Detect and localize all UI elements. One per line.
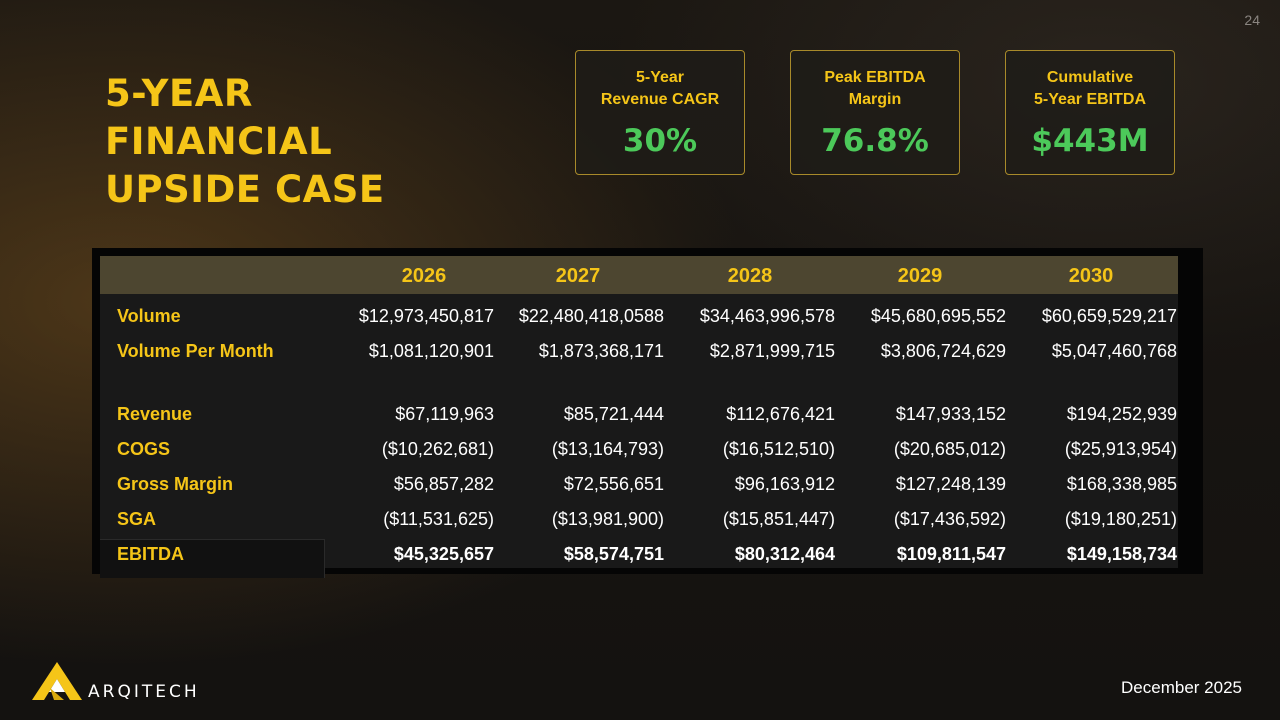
kpi-label-line: 5-Year EBITDA [1033, 91, 1147, 108]
table-row: COGS ($10,262,681) ($13,164,793) ($16,51… [100, 435, 1178, 465]
table-cell: $12,973,450,817 [358, 306, 494, 326]
title-line-3: UPSIDE CASE [105, 168, 385, 211]
table-row: Volume Per Month $1,081,120,901 $1,873,3… [100, 337, 1178, 367]
row-label: COGS [117, 439, 171, 459]
kpi-card-cumulative-ebitda: Cumulative 5-Year EBITDA $443M [1005, 50, 1175, 175]
table-cell: $149,158,734 [1066, 544, 1177, 564]
table-cell: $45,325,657 [393, 544, 494, 564]
table-cell: ($20,685,012) [893, 439, 1006, 459]
kpi-label-line: Revenue CAGR [600, 91, 720, 108]
table-cell: $56,857,282 [393, 474, 494, 494]
kpi-value: 76.8% [821, 123, 929, 159]
table-cell: ($13,981,900) [551, 509, 664, 529]
row-label: SGA [117, 509, 157, 529]
row-label: Gross Margin [117, 474, 234, 494]
kpi-label: Cumulative 5-Year EBITDA [1006, 67, 1174, 111]
table-cell: $67,119,963 [395, 404, 494, 424]
kpi-label-line: Margin [848, 91, 902, 108]
table-cell: ($11,531,625) [383, 509, 494, 529]
year-header: 2027 [555, 265, 601, 287]
kpi-label-line: 5-Year [635, 69, 685, 86]
table-cell: $1,873,368,171 [538, 341, 664, 361]
table-cell: ($13,164,793) [551, 439, 664, 459]
row-label: EBITDA [117, 544, 184, 564]
table-cell: ($15,851,447) [722, 509, 835, 529]
table-cell: $147,933,152 [895, 404, 1006, 424]
table-cell: $109,811,547 [896, 544, 1006, 564]
kpi-label-line: Peak EBITDA [824, 69, 926, 86]
table-cell: $45,680,695,552 [870, 306, 1006, 326]
year-header: 2029 [897, 265, 943, 287]
table-cell: $80,312,464 [734, 544, 835, 564]
table-header: 2026 2027 2028 2029 2030 [100, 256, 1178, 294]
table-cell: $34,463,996,578 [699, 306, 835, 326]
table-cell: ($17,436,592) [893, 509, 1006, 529]
table-cell: $3,806,724,629 [880, 341, 1006, 361]
row-label: Volume Per Month [117, 341, 274, 361]
kpi-card-revenue-cagr: 5-Year Revenue CAGR 30% [575, 50, 745, 175]
table-cell: $1,081,120,901 [368, 341, 494, 361]
table-cell: $60,659,529,217 [1041, 306, 1177, 326]
table-cell: $85,721,444 [563, 404, 664, 424]
table-row: Revenue $67,119,963 $85,721,444 $112,676… [100, 400, 1178, 430]
year-header: 2030 [1068, 265, 1114, 287]
page-number: 24 [1244, 12, 1260, 28]
presentation-date: December 2025 [1121, 678, 1242, 697]
kpi-label-line: Cumulative [1046, 69, 1134, 86]
table-cell: ($19,180,251) [1064, 509, 1177, 529]
ebitda-label-box [100, 539, 325, 578]
arqitech-logo-icon [32, 662, 82, 700]
table-row-total: EBITDA $45,325,657 $58,574,751 $80,312,4… [100, 540, 1178, 570]
table-row: Volume $12,973,450,817 $22,480,418,0588 … [100, 302, 1178, 332]
table-cell: ($10,262,681) [381, 439, 494, 459]
title-line-2: FINANCIAL [105, 120, 333, 163]
slide-title: 5-YEAR FINANCIAL UPSIDE CASE [105, 70, 525, 214]
table-cell: ($25,913,954) [1064, 439, 1177, 459]
table-cell: $112,676,421 [726, 404, 835, 424]
kpi-card-peak-ebitda-margin: Peak EBITDA Margin 76.8% [790, 50, 960, 175]
logo-wordmark: ARQITECH [88, 682, 200, 702]
table-cell: $127,248,139 [895, 474, 1006, 494]
company-logo: ARQITECH [30, 660, 210, 702]
financial-table: 2026 2027 2028 2029 2030 Volume $12,973,… [92, 248, 1203, 578]
kpi-value: 30% [622, 123, 698, 159]
table-cell: $5,047,460,768 [1051, 341, 1177, 361]
table-cell: $194,252,939 [1066, 404, 1177, 424]
table-row: SGA ($11,531,625) ($13,981,900) ($15,851… [100, 505, 1178, 535]
kpi-value: $443M [1031, 123, 1149, 159]
kpi-label: 5-Year Revenue CAGR [576, 67, 744, 111]
table-cell: $58,574,751 [563, 544, 664, 564]
financial-table-body: 2026 2027 2028 2029 2030 Volume $12,973,… [100, 256, 1178, 578]
title-line-1: 5-YEAR [105, 72, 253, 115]
row-label: Revenue [117, 404, 193, 424]
table-cell: $96,163,912 [734, 474, 835, 494]
year-header: 2028 [727, 265, 773, 287]
year-header: 2026 [401, 265, 447, 287]
table-cell: ($16,512,510) [722, 439, 835, 459]
table-cell: $2,871,999,715 [709, 341, 835, 361]
table-cell: $22,480,418,0588 [518, 306, 664, 326]
kpi-label: Peak EBITDA Margin [791, 67, 959, 111]
table-row: Gross Margin $56,857,282 $72,556,651 $96… [100, 470, 1178, 500]
table-cell: $168,338,985 [1066, 474, 1177, 494]
row-label: Volume [117, 306, 181, 326]
table-cell: $72,556,651 [563, 474, 664, 494]
